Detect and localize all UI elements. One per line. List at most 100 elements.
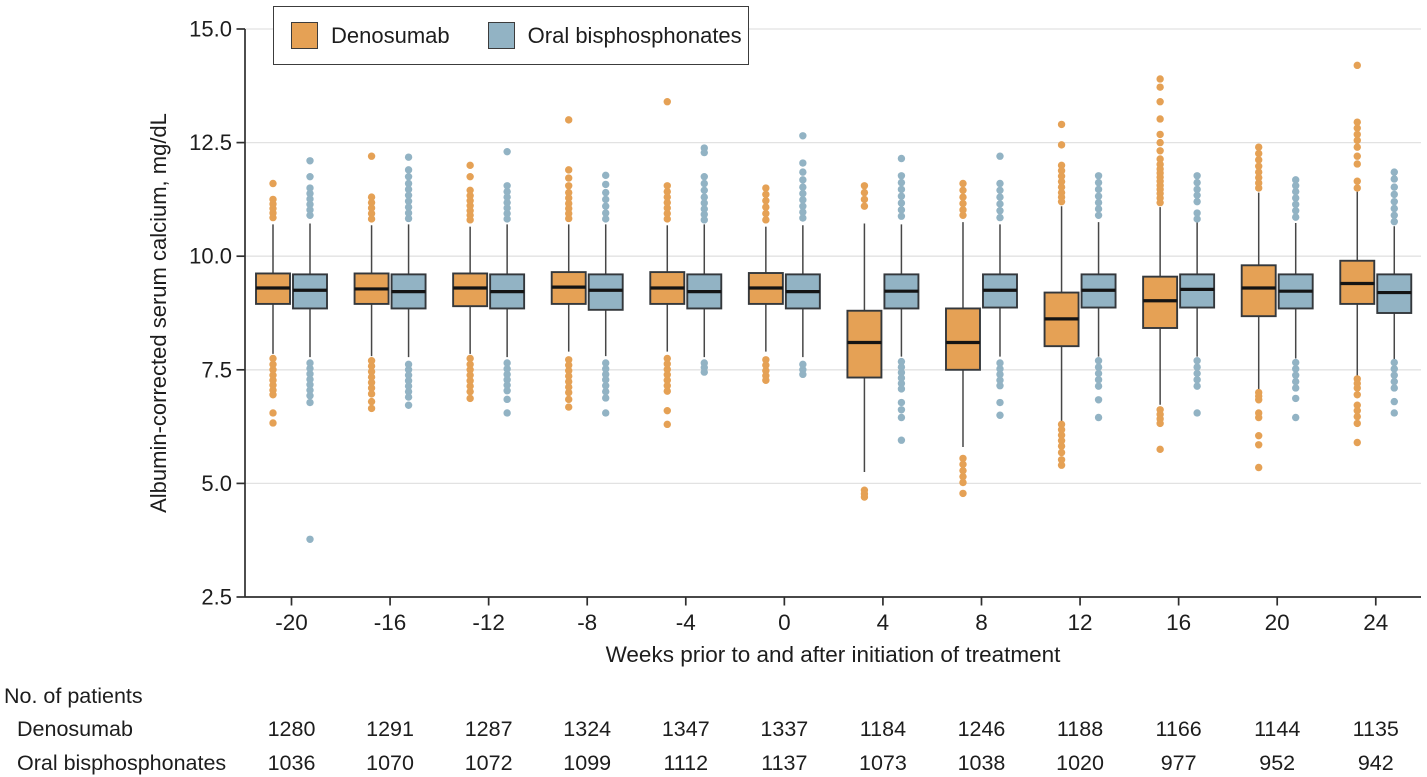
outlier-dot (1193, 185, 1201, 194)
oral-bisphosphonates-swatch-icon (487, 22, 515, 49)
outlier-dot (1292, 394, 1300, 403)
outlier-dot (1390, 197, 1398, 206)
outlier-dot (306, 375, 314, 384)
outlier-dot (269, 419, 277, 427)
outlier-dot (663, 209, 671, 218)
outlier-dot (1094, 382, 1103, 390)
outlier-dot (1156, 138, 1164, 147)
outlier-dot (897, 206, 906, 214)
outlier-dot (602, 195, 610, 204)
outlier-dot (602, 215, 610, 223)
series-denosumab (255, 61, 1376, 501)
outlier-dot (663, 406, 671, 415)
outlier-dot (700, 193, 708, 201)
outlier-dot (306, 364, 314, 373)
x-tick-label: 4 (877, 610, 890, 635)
box (945, 307, 981, 371)
box-group-week-24 (1339, 61, 1376, 447)
outlier-dot (663, 376, 671, 384)
outlier-dot (306, 195, 314, 203)
outlier-dot (897, 413, 906, 422)
y-tick-label: 7.5 (201, 357, 232, 382)
outlier-dot (306, 359, 314, 367)
outlier-dot (1390, 397, 1398, 406)
outlier-dot (959, 186, 967, 195)
outlier-dot (700, 148, 708, 157)
outlier-dot (306, 535, 314, 543)
outlier-dot (503, 193, 511, 201)
outlier-dot (565, 383, 573, 391)
outlier-dot (897, 436, 906, 444)
legend-label: Oral bisphosphonates (527, 22, 742, 48)
outlier-dot (306, 200, 314, 209)
outlier-dot (1255, 149, 1263, 158)
outlier-dot (996, 186, 1004, 195)
outlier-dot (897, 406, 906, 414)
outlier-dot (1094, 192, 1103, 200)
x-axis-title: Weeks prior to and after initiation of t… (605, 642, 1061, 667)
outlier-dot (1292, 194, 1300, 202)
outlier-dot (959, 193, 967, 201)
outlier-dot (602, 387, 610, 396)
outlier-dot (860, 182, 869, 190)
outlier-dot (700, 186, 708, 195)
outlier-dot (1193, 357, 1201, 365)
outlier-dot (404, 393, 413, 401)
y-tick-label: 10.0 (189, 244, 232, 269)
patients-row-label-oral-bisphosphonates: Oral bisphosphonates (17, 751, 227, 775)
outlier-dot (1255, 441, 1263, 449)
outlier-dot (503, 381, 511, 389)
outlier-dot (503, 198, 511, 207)
x-tick-label: -4 (676, 610, 696, 635)
outlier-dot (1193, 178, 1201, 187)
x-tick-label: -8 (577, 610, 597, 635)
outlier-dot (466, 172, 474, 181)
outlier-dot (959, 472, 967, 481)
outlier-dot (404, 371, 413, 379)
box-group-week-0 (784, 132, 821, 379)
outlier-dot (602, 180, 610, 189)
outlier-dot (565, 116, 573, 124)
outlier-dot (1094, 178, 1103, 187)
outlier-dot (1156, 98, 1164, 106)
outlier-dot (367, 152, 376, 160)
box-group-week-8 (945, 179, 981, 498)
outlier-dot (565, 367, 573, 375)
outlier-dot (799, 370, 807, 379)
outlier-dot (306, 189, 314, 198)
outlier-dot (1057, 431, 1066, 439)
outlier-dot (1057, 420, 1066, 429)
outlier-dot (1353, 124, 1361, 132)
outlier-dot (1156, 198, 1164, 207)
outlier-dot (663, 215, 671, 223)
outlier-dot (466, 377, 474, 385)
outlier-dot (269, 179, 277, 188)
outlier-dot (799, 159, 807, 167)
outlier-dot (306, 392, 314, 400)
outlier-dot (503, 365, 511, 373)
legend-item-denosumab: Denosumab (291, 22, 450, 49)
box-group-week-24 (1376, 168, 1413, 417)
outlier-dot (897, 385, 906, 393)
outlier-dot (860, 493, 869, 501)
outlier-dot (367, 378, 376, 387)
outlier-dot (897, 172, 906, 180)
outlier-dot (959, 489, 967, 498)
outlier-dot (367, 390, 376, 398)
outlier-dot (663, 193, 671, 201)
outlier-dot (503, 204, 511, 212)
outlier-dot (404, 360, 413, 369)
outlier-dot (503, 215, 511, 223)
outlier-dot (1353, 406, 1361, 415)
outlier-dot (306, 206, 314, 214)
outlier-dot (959, 454, 967, 463)
outlier-dot (1353, 118, 1361, 126)
outlier-dot (762, 197, 770, 205)
outlier-dot (1390, 217, 1398, 226)
outlier-dot (1292, 371, 1300, 379)
outlier-dot (306, 157, 314, 165)
outlier-dot (860, 202, 869, 210)
outlier-dot (1193, 369, 1201, 378)
outlier-dot (860, 188, 869, 197)
outlier-dot (663, 198, 671, 207)
